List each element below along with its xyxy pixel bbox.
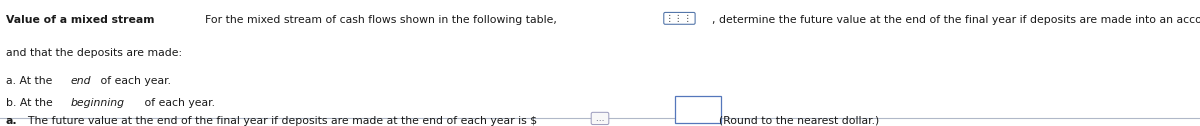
- Text: ...: ...: [593, 114, 607, 123]
- Text: beginning: beginning: [71, 98, 125, 108]
- Text: and that the deposits are made:: and that the deposits are made:: [6, 48, 182, 58]
- Text: (Round to the nearest dollar.): (Round to the nearest dollar.): [712, 116, 880, 126]
- FancyBboxPatch shape: [674, 96, 720, 123]
- Text: of each year.: of each year.: [97, 76, 170, 86]
- Text: of each year.: of each year.: [140, 98, 215, 108]
- Text: end: end: [71, 76, 91, 86]
- Text: Value of a mixed stream: Value of a mixed stream: [6, 15, 155, 25]
- Text: , determine the future value at the end of the final year if deposits are made i: , determine the future value at the end …: [712, 15, 1200, 25]
- Text: a. At the: a. At the: [6, 76, 56, 86]
- Text: b. At the: b. At the: [6, 98, 56, 108]
- Text: The future value at the end of the final year if deposits are made at the end of: The future value at the end of the final…: [22, 116, 538, 126]
- Text: For the mixed stream of cash flows shown in the following table,: For the mixed stream of cash flows shown…: [198, 15, 560, 25]
- Text: ⋮⋮⋮: ⋮⋮⋮: [665, 14, 694, 23]
- Text: a.: a.: [6, 116, 18, 126]
